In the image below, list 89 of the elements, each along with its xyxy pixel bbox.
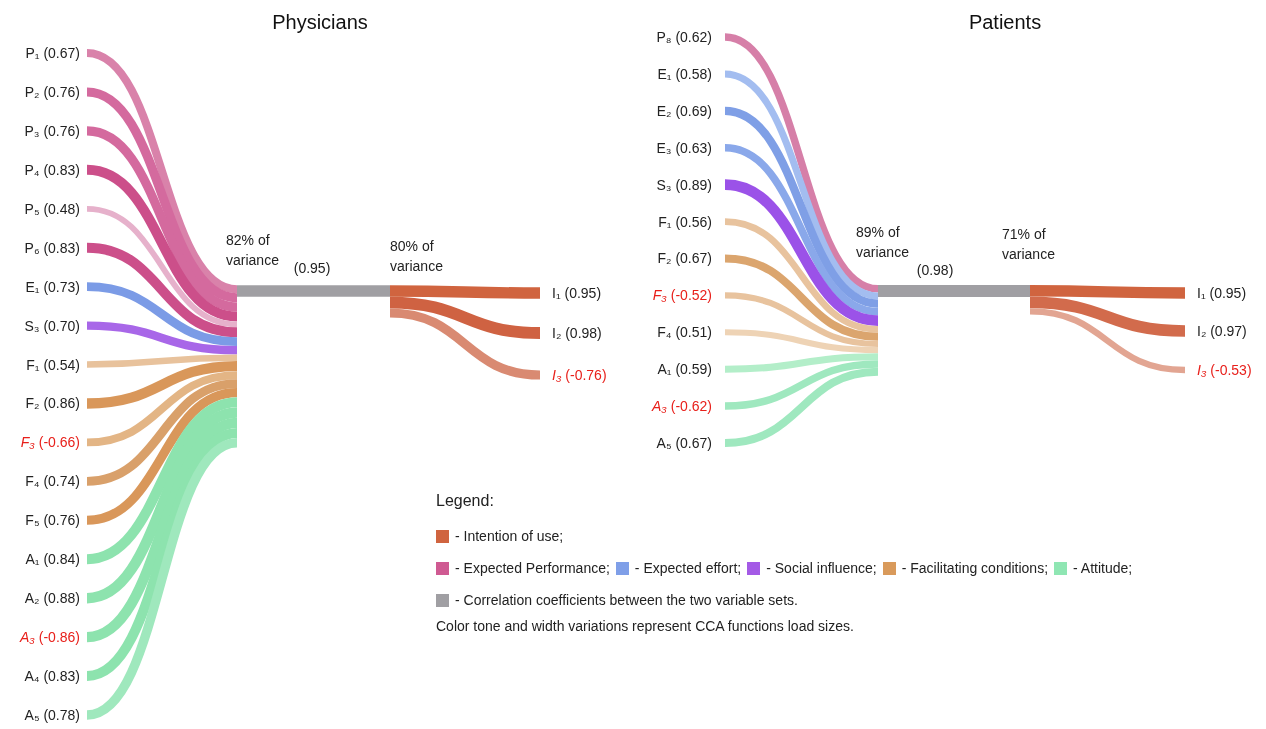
data-label: (0.67) <box>671 250 712 267</box>
category-label: I₁ <box>1197 285 1206 301</box>
category-label: A₁ <box>25 551 40 568</box>
category-label: F₃ <box>20 434 36 451</box>
legend-label: - Expected effort; <box>634 560 742 576</box>
data-label: (0.78) <box>39 707 80 723</box>
data-label: (-0.62) <box>666 398 712 415</box>
data-label: (0.83) <box>39 239 80 256</box>
category-label: P₆ <box>24 239 40 256</box>
data-label: (0.86) <box>39 395 80 412</box>
data-label: (0.73) <box>39 278 80 295</box>
data-label: (0.95) <box>560 285 602 301</box>
data-label: (0.83) <box>39 161 80 178</box>
text: 71% of variance <box>1002 226 1056 262</box>
category-label: A₂ <box>24 590 40 607</box>
data-label: (0.95) <box>293 260 331 276</box>
data-label: (0.76) <box>39 122 80 139</box>
data-label: (0.76) <box>39 83 80 100</box>
data-label: (0.74) <box>39 473 80 490</box>
data-label: (0.58) <box>671 65 712 82</box>
legend-label: - Social influence; <box>766 560 877 576</box>
text: Color tone and width variations represent CCA functions load sizes. <box>436 618 855 634</box>
legend-label: - Expected Performance; <box>455 560 610 576</box>
category-label: F₂ <box>657 250 672 267</box>
category-label: I₃ <box>1197 362 1207 378</box>
data-label: (0.76) <box>39 512 80 529</box>
text: Patients <box>968 11 1042 33</box>
data-label: (0.84) <box>39 551 80 568</box>
data-label: (-0.86) <box>34 629 80 646</box>
category-label: F₂ <box>25 395 40 412</box>
data-label: (0.67) <box>39 45 80 61</box>
category-label: I₃ <box>552 367 562 383</box>
category-label: A₃ <box>18 629 36 646</box>
category-label: E₁ <box>25 278 40 295</box>
text: Physicians <box>272 11 368 33</box>
data-label: (0.48) <box>39 200 80 217</box>
legend-label: - Correlation coefficients between the two variable sets. <box>455 592 798 608</box>
category-label: P₁ <box>25 45 40 61</box>
category-label: F₁ <box>658 213 672 230</box>
category-label: F₄ <box>25 473 40 490</box>
category-label: A₁ <box>657 361 672 378</box>
category-label: A₅ <box>656 435 672 451</box>
category-label: F₄ <box>657 324 672 341</box>
category-label: E₁ <box>657 65 672 82</box>
category-label: I₁ <box>552 285 561 301</box>
data-label: (0.89) <box>671 176 712 193</box>
data-label: (0.95) <box>1205 285 1247 301</box>
category-label: F₁ <box>26 356 40 373</box>
data-label: (-0.53) <box>1206 362 1252 378</box>
category-label: E₂ <box>656 102 672 119</box>
data-label: (0.69) <box>671 102 712 119</box>
category-label: S₃ <box>656 176 672 193</box>
data-label: (0.67) <box>671 435 712 451</box>
category-label: E₃ <box>656 139 672 156</box>
data-label: (0.70) <box>39 317 80 334</box>
category-label: S₃ <box>24 317 40 334</box>
legend-label: - Facilitating conditions; <box>901 560 1049 576</box>
category-label: A₅ <box>24 707 40 723</box>
data-label: (-0.52) <box>666 287 712 304</box>
data-label: (0.56) <box>671 213 712 230</box>
legend-label: - Intention of use; <box>455 528 564 544</box>
data-label: (0.51) <box>671 324 712 341</box>
category-label: I₂ <box>1197 323 1207 339</box>
category-label: I₂ <box>552 325 562 341</box>
category-label: A₃ <box>650 398 668 415</box>
data-label: (0.98) <box>916 262 954 278</box>
category-label: F₃ <box>652 287 668 304</box>
data-label: (0.83) <box>39 668 80 685</box>
text: 89% of variance <box>856 224 910 260</box>
data-label: (-0.66) <box>34 434 80 451</box>
data-label: (0.54) <box>39 356 80 373</box>
data-label: (0.97) <box>1206 323 1247 339</box>
category-label: P₅ <box>24 200 40 217</box>
data-label: (0.98) <box>561 325 602 341</box>
legend-title: Legend: <box>436 492 495 510</box>
category-label: P₃ <box>24 122 40 139</box>
data-label: (0.88) <box>39 590 80 607</box>
category-label: F₅ <box>25 512 40 529</box>
text: 80% of variance <box>390 238 444 274</box>
category-label: P₄ <box>24 161 40 178</box>
data-label: (0.63) <box>671 139 712 156</box>
data-label: (-0.76) <box>561 367 607 383</box>
category-label: P₈ <box>656 29 672 45</box>
category-label: P₂ <box>24 83 40 100</box>
category-label: A₄ <box>24 668 40 685</box>
data-label: (0.59) <box>671 361 712 378</box>
data-label: (0.62) <box>671 29 712 45</box>
legend-label: - Attitude; <box>1073 560 1133 576</box>
text: 82% of variance <box>226 232 280 268</box>
